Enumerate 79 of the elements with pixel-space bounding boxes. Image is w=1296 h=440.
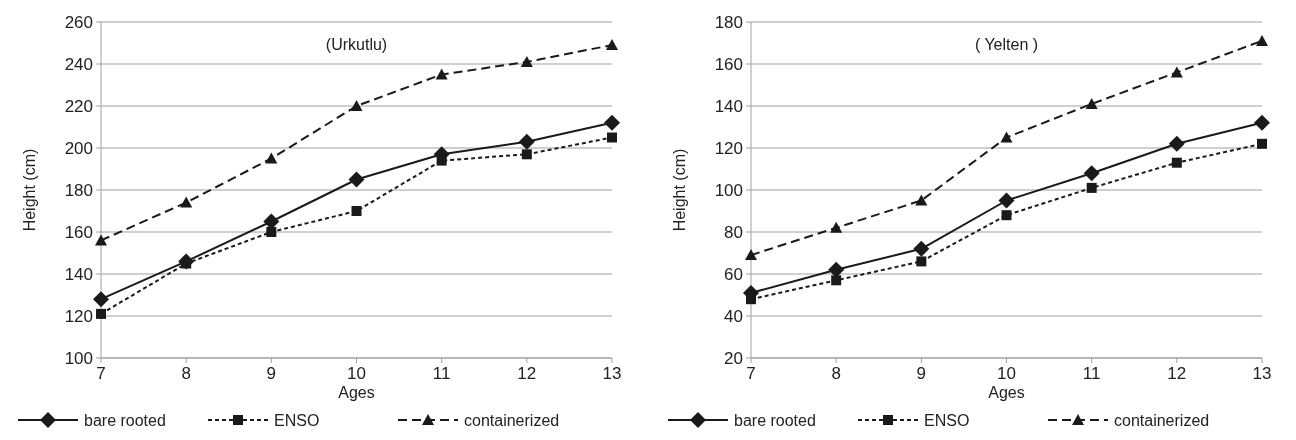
point <box>1000 131 1013 143</box>
point <box>745 249 757 261</box>
point <box>93 291 109 308</box>
point <box>265 152 278 164</box>
legend-label: ENSO <box>924 411 970 429</box>
legend-label: bare rooted <box>84 411 166 429</box>
y-tick-label: 180 <box>714 12 743 32</box>
point <box>607 132 617 143</box>
x-tick-label: 12 <box>517 364 537 383</box>
x-tick-label: 11 <box>432 364 451 383</box>
y-tick-label: 180 <box>64 180 93 200</box>
x-tick-label: 9 <box>266 364 277 383</box>
point <box>1171 157 1182 168</box>
point <box>1168 135 1185 152</box>
point <box>348 171 365 188</box>
x-tick-label: 8 <box>831 364 841 383</box>
x-tick-label: 9 <box>916 364 927 383</box>
point <box>1085 97 1098 109</box>
y-tick-label: 40 <box>724 306 743 326</box>
point <box>1256 34 1268 46</box>
x-tick-label: 11 <box>1082 364 1101 383</box>
x-tick-label: 7 <box>746 364 756 383</box>
point <box>915 194 928 206</box>
y-tick-label: 100 <box>714 180 743 200</box>
y-axis-title: Height (cm) <box>671 148 688 232</box>
x-tick-label: 10 <box>347 364 366 383</box>
y-tick-label: 20 <box>724 348 743 368</box>
x-tick-label: 13 <box>602 364 622 383</box>
y-tick-label: 120 <box>714 138 743 158</box>
point <box>831 275 842 286</box>
y-tick-label: 120 <box>64 306 93 326</box>
point <box>96 308 106 319</box>
point <box>518 133 535 150</box>
point <box>520 55 533 67</box>
point <box>913 240 930 257</box>
x-tick-label: 13 <box>1252 364 1272 383</box>
y-tick-label: 140 <box>714 96 743 116</box>
legend-label: bare rooted <box>734 411 816 429</box>
point <box>521 149 532 160</box>
legend-label: containerized <box>464 411 560 429</box>
point <box>604 114 620 131</box>
y-tick-label: 140 <box>64 264 93 284</box>
text: (Urkutlu) <box>325 36 388 53</box>
point <box>606 39 618 51</box>
point <box>180 196 193 208</box>
x-axis-title: Ages <box>988 384 1025 401</box>
point <box>830 221 843 233</box>
y-tick-label: 160 <box>714 54 743 74</box>
point <box>1086 182 1097 193</box>
point <box>266 227 277 237</box>
x-tick-label: 7 <box>96 364 106 383</box>
x-tick-label: 12 <box>1167 364 1187 383</box>
y-axis-title: Height (cm) <box>21 148 38 232</box>
point <box>916 256 927 267</box>
point <box>95 234 107 246</box>
point <box>350 100 363 111</box>
y-tick-label: 60 <box>724 264 743 284</box>
text: ( Yelten ) <box>974 36 1039 53</box>
y-tick-label: 220 <box>64 96 93 116</box>
y-tick-label: 160 <box>64 222 93 242</box>
point <box>351 206 362 216</box>
x-axis-title: Ages <box>338 384 375 401</box>
point <box>828 261 845 278</box>
y-tick-label: 100 <box>64 348 93 368</box>
legend-label: containerized <box>1114 411 1210 429</box>
x-tick-label: 8 <box>181 364 191 383</box>
point <box>998 192 1015 209</box>
y-tick-label: 200 <box>64 138 93 158</box>
point <box>1254 114 1270 131</box>
y-tick-label: 240 <box>64 54 93 74</box>
legend-label: ENSO <box>274 411 320 429</box>
point <box>1170 66 1183 78</box>
x-tick-label: 10 <box>997 364 1016 383</box>
y-tick-label: 80 <box>724 222 743 242</box>
point <box>435 68 448 80</box>
point <box>1257 138 1267 149</box>
y-tick-label: 260 <box>64 12 93 32</box>
point <box>1001 210 1012 221</box>
point <box>1083 165 1100 182</box>
